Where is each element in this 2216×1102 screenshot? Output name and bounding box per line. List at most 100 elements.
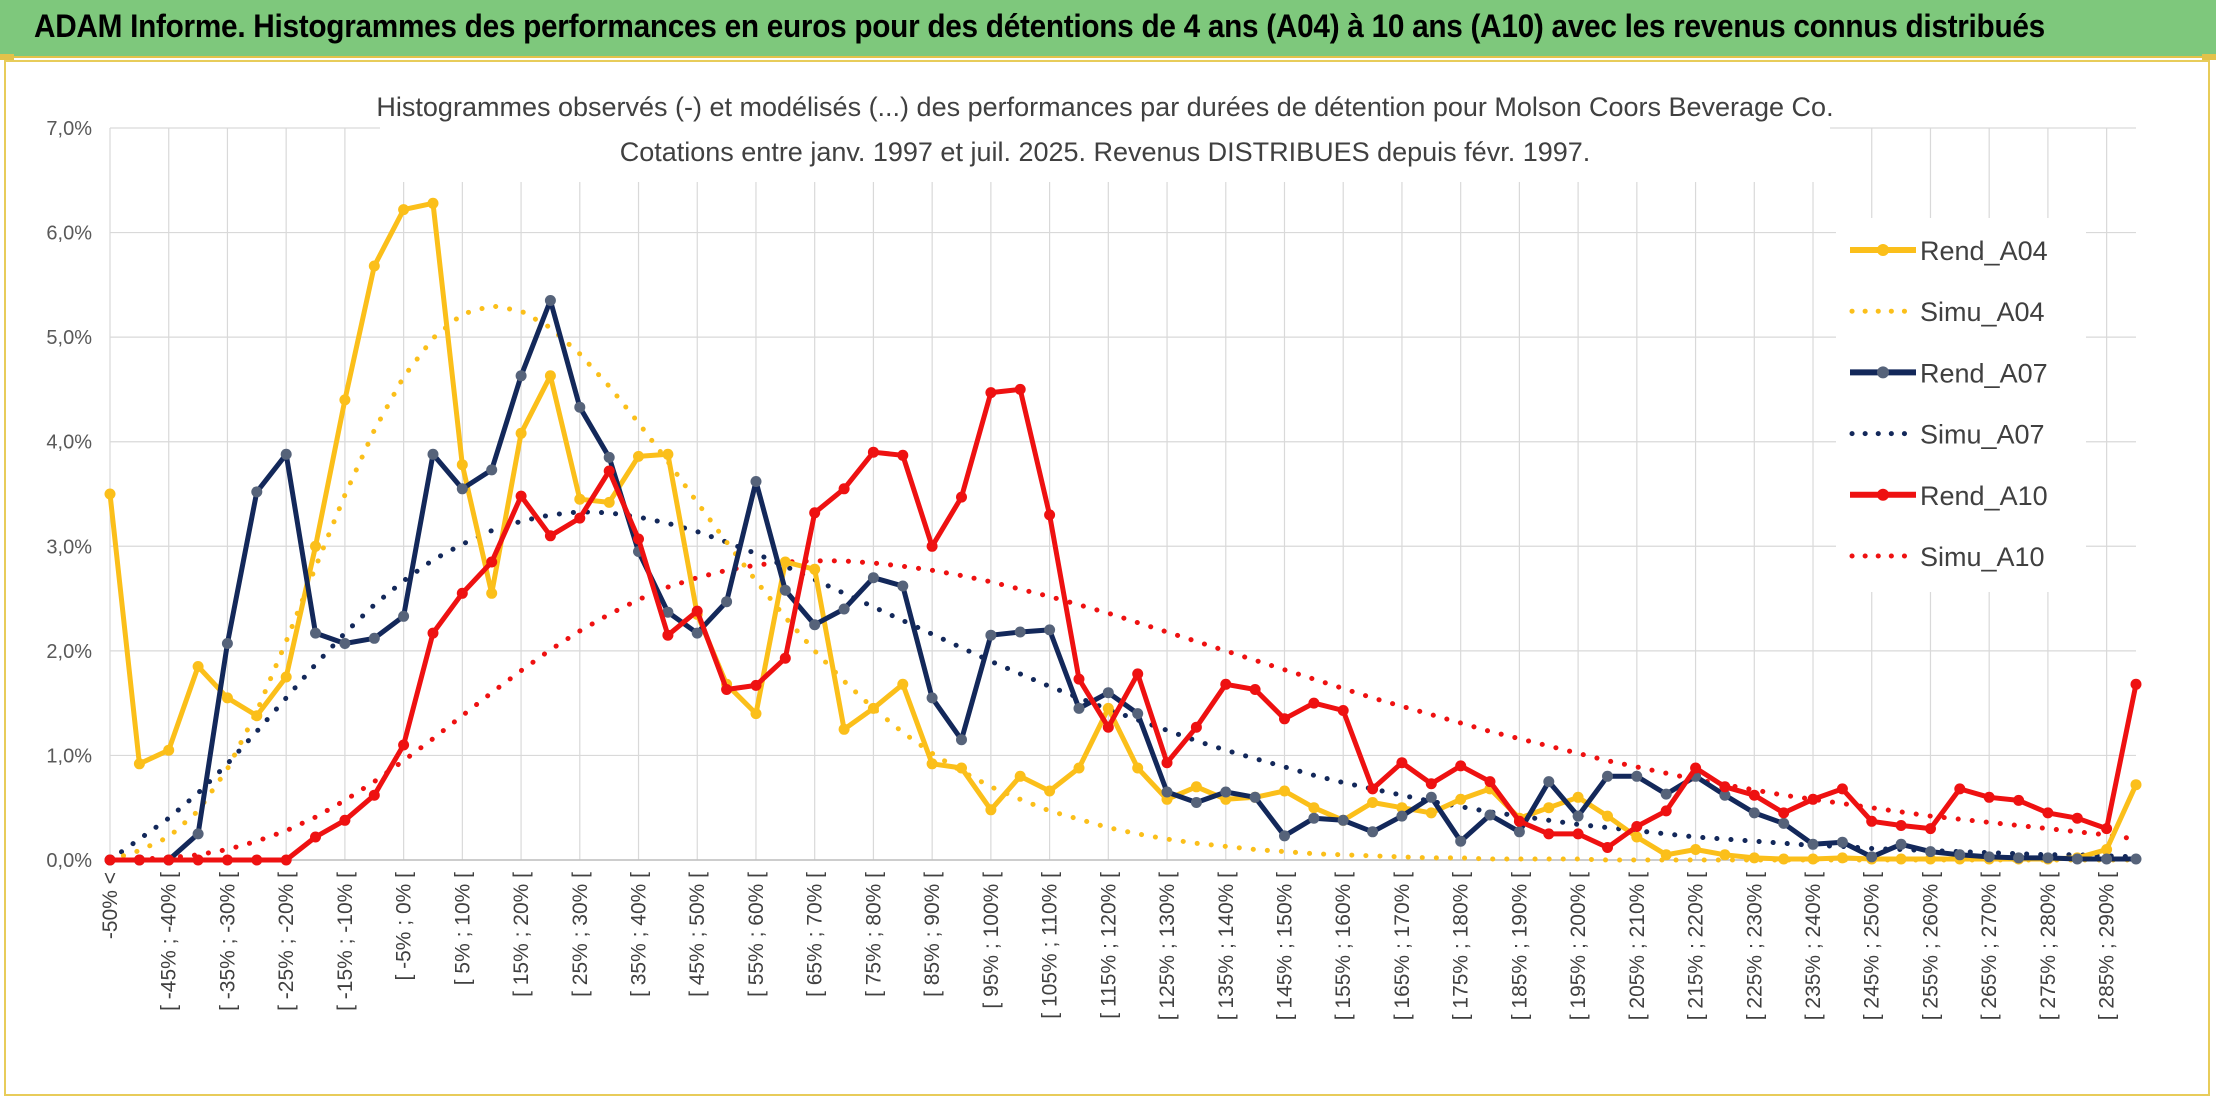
data-point-rend-a10: [1690, 762, 1702, 774]
x-tick-label: [ 65% ; 70% [: [804, 872, 827, 997]
data-point-rend-a07: [1044, 624, 1056, 636]
data-point-rend-a10: [1602, 842, 1613, 853]
frame-corner-left: [0, 54, 14, 60]
data-point-rend-a04: [1279, 785, 1290, 797]
data-point-rend-a04: [456, 459, 468, 471]
x-tick-label: [ 275% ; 280% [: [2037, 872, 2060, 1020]
data-point-rend-a10: [515, 490, 527, 502]
data-point-rend-a07: [867, 572, 879, 584]
data-point-rend-a07: [1073, 702, 1085, 714]
y-tick-label: 1,0%: [46, 745, 92, 767]
data-point-rend-a10: [1543, 828, 1555, 840]
data-point-rend-a10: [2042, 807, 2054, 819]
chart-subtitle: Cotations entre janv. 1997 et juil. 2025…: [620, 137, 1591, 167]
data-point-rend-a10: [310, 831, 321, 843]
data-point-rend-a07: [1425, 791, 1437, 803]
data-point-rend-a10: [1337, 705, 1349, 716]
data-point-rend-a07: [515, 370, 527, 382]
x-tick-label: [ -5% ; 0% [: [393, 872, 416, 981]
data-point-rend-a10: [1513, 815, 1525, 827]
data-point-rend-a04: [339, 394, 351, 406]
data-point-rend-a04: [926, 758, 938, 770]
legend-label-simu-a07: Simu_A07: [1920, 420, 2045, 450]
data-point-rend-a10: [1425, 778, 1437, 790]
data-point-rend-a04: [1895, 853, 1907, 865]
data-point-rend-a10: [1866, 815, 1878, 827]
x-tick-label: [ 75% ; 80% [: [862, 872, 885, 997]
data-point-rend-a10: [985, 387, 997, 399]
data-point-rend-a07: [691, 627, 703, 639]
data-point-rend-a10: [1778, 807, 1790, 819]
series-rend-a04: [104, 197, 2142, 865]
data-point-rend-a04: [1748, 852, 1760, 864]
data-point-rend-a10: [456, 587, 468, 599]
data-point-rend-a10: [427, 627, 439, 639]
data-point-rend-a07: [1132, 708, 1144, 720]
x-tick-label: [ 245% ; 250% [: [1861, 872, 1884, 1020]
data-point-rend-a04: [1308, 802, 1320, 814]
data-point-rend-a07: [1602, 770, 1613, 782]
x-tick-label: [ 235% ; 240% [: [1802, 872, 1825, 1020]
x-tick-label: [ -25% ; -20% [: [275, 872, 298, 1011]
x-tick-label: [ 85% ; 90% [: [921, 872, 944, 997]
y-tick-label: 0,0%: [46, 850, 92, 872]
y-tick-label: 3,0%: [46, 536, 92, 558]
data-point-rend-a07: [1925, 846, 1936, 858]
data-point-rend-a04: [2130, 779, 2142, 791]
data-point-rend-a10: [1660, 805, 1672, 817]
data-point-rend-a04: [1073, 762, 1085, 774]
data-point-rend-a07: [1161, 786, 1173, 798]
data-point-rend-a10: [1807, 793, 1819, 805]
series-simu-a04: [107, 303, 2139, 863]
x-tick-label: [ 165% ; 170% [: [1391, 872, 1414, 1020]
legend-label-rend-a04: Rend_A04: [1920, 236, 2048, 266]
legend-background: [1836, 218, 2086, 592]
data-point-rend-a10: [809, 507, 821, 519]
x-tick-label: [ -15% ; -10% [: [334, 872, 357, 1011]
data-point-rend-a10: [104, 854, 116, 866]
y-tick-label: 2,0%: [46, 641, 92, 663]
chart-axes: 0,0% 1,0% 2,0% 3,0% 4,0% 5,0% 6,0% 7,0% -50% < [ …: [46, 118, 2136, 1020]
data-point-rend-a04: [1367, 797, 1379, 808]
series-simu-a10: [107, 558, 2139, 863]
data-point-rend-a04: [1719, 849, 1731, 861]
data-point-rend-a04: [427, 197, 439, 209]
data-point-rend-a04: [486, 587, 498, 599]
data-point-rend-a07: [603, 451, 615, 463]
data-point-rend-a07: [398, 610, 410, 622]
x-tick-label: [ 125% ; 130% [: [1156, 872, 1179, 1020]
data-point-rend-a07: [221, 638, 233, 649]
x-tick-label: [ 285% ; 290% [: [2096, 872, 2119, 1020]
data-point-rend-a07: [368, 632, 380, 644]
series-line-rend-a07: [110, 298, 2136, 863]
data-point-rend-a07: [2013, 852, 2025, 864]
data-point-rend-a10: [1308, 697, 1320, 709]
data-point-rend-a10: [2013, 794, 2025, 806]
data-point-rend-a07: [985, 629, 997, 641]
data-point-rend-a04: [1455, 793, 1467, 805]
series-line-simu-a10: [107, 558, 2139, 863]
data-point-rend-a07: [192, 828, 204, 840]
data-point-rend-a10: [1719, 781, 1731, 793]
data-point-rend-a07: [956, 734, 967, 746]
data-point-rend-a10: [1396, 757, 1408, 769]
legend-marker-rend-a04: [1877, 244, 1889, 256]
data-point-rend-a07: [2101, 853, 2113, 865]
x-tick-label: [ 135% ; 140% [: [1215, 872, 1238, 1020]
data-point-rend-a10: [750, 679, 762, 691]
chart-series: [104, 197, 2142, 866]
data-point-rend-a04: [310, 540, 321, 552]
data-point-rend-a04: [985, 804, 997, 816]
data-point-rend-a07: [544, 295, 556, 306]
data-point-rend-a04: [1102, 702, 1114, 714]
data-point-rend-a07: [1983, 851, 1995, 863]
data-point-rend-a07: [1367, 826, 1379, 838]
x-tick-label: [ 25% ; 30% [: [569, 872, 592, 997]
x-tick-label: [ 265% ; 270% [: [1978, 872, 2001, 1020]
series-rend-a07: [104, 295, 2142, 866]
data-point-rend-a04: [1631, 831, 1643, 843]
data-point-rend-a10: [1161, 757, 1173, 769]
data-point-rend-a10: [691, 605, 703, 617]
data-point-rend-a07: [1102, 687, 1114, 699]
series-line-rend-a10: [110, 386, 2139, 863]
